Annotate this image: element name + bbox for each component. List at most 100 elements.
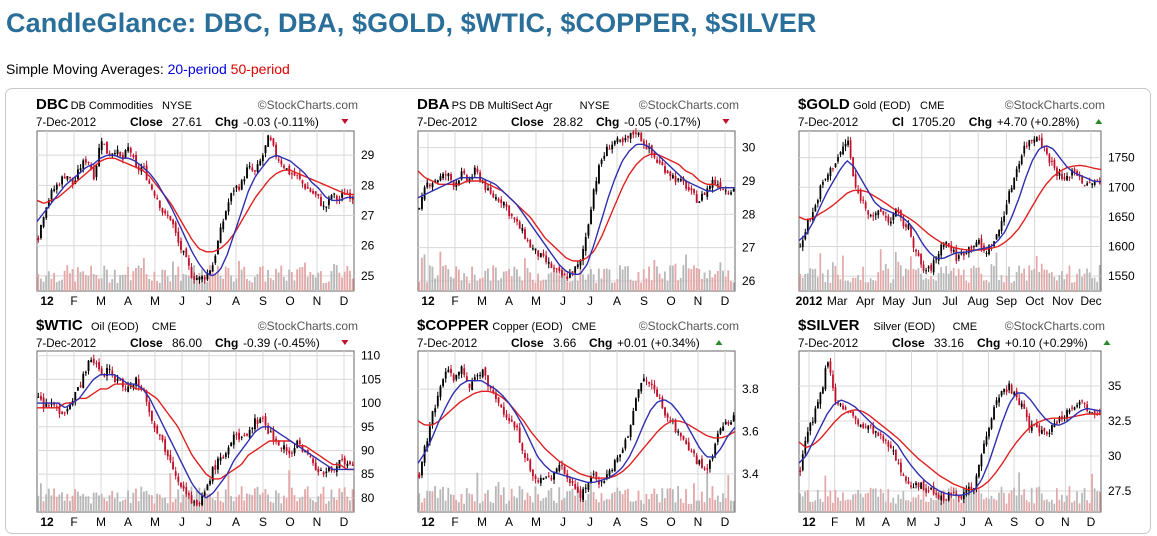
chart-volume-bar [722,270,724,291]
chart-candle-body [907,480,910,484]
chart-sma20-line [798,392,1102,496]
chart-candle-body [169,216,172,221]
chart-volume-bar [1050,272,1053,291]
chart-candle-body [275,144,277,158]
chart-candle-body [571,271,574,274]
chart-candle-body [177,476,180,483]
chart-exchange: CME [920,100,944,112]
chart-x-tick-label: J [206,515,212,529]
chart-candle-body [877,432,880,437]
chart-candle-body [463,368,466,375]
chart-volume-bar [431,266,434,291]
chart-chg-value: +4.70 (+0.28%) [997,115,1080,129]
chart-x-tick-label: M [531,294,541,308]
chart-volume-bar [69,500,71,512]
chart-volume-bar [801,277,804,291]
chart-candle-body [119,152,122,157]
chart-candle-body [847,140,849,145]
chart-candle-body [322,472,325,475]
chart-candle-body [497,397,500,403]
chart-close-value: 3.66 [553,336,577,350]
chart-volume-bar [95,492,98,512]
chart-volume-bar [319,271,322,291]
chart-volume-bar [809,268,812,291]
chart-candle-body [816,200,819,204]
chart-sma50-line [36,157,354,253]
chart-candle-body [148,402,151,413]
chart-volume-bar [351,278,354,291]
chart-volume-bar [166,276,169,291]
chart-volume-bar [988,498,990,512]
chart-volume-bar [887,268,890,291]
chart-candle-body [930,487,933,490]
chart-candle-body [671,175,674,179]
chart-candle-body [143,166,145,168]
chart-volume-bar [1088,272,1091,291]
chart-volume-bar [327,281,330,291]
chart-candle-body [418,208,421,210]
chart-candle-body [666,414,669,418]
chart-x-tick-label: N [1061,515,1070,529]
chart-volume-bar [587,274,590,291]
chart-candle-body [222,456,225,459]
chart-volume-bar [288,269,291,291]
chart-volume-bar [259,267,262,291]
chart-volume-bar [842,492,844,512]
chart-candle-body [82,160,85,169]
chart-volume-bar [950,270,953,291]
chart-candle-body [296,174,299,176]
chart-volume-bar [995,252,998,291]
chart-candle-body [439,386,442,397]
chart-volume-bar [216,265,219,291]
chart-volume-bar [142,258,145,291]
chart-volume-bar [1053,503,1056,512]
chart-candle-body [708,185,711,190]
chart-volume-bar [884,263,887,291]
chart-volume-bar [582,496,584,512]
chart-candle-body [719,182,722,189]
chart-symbol: DBA [417,96,450,113]
chart-candle-body [965,253,968,255]
chart-candle-body [45,207,48,218]
chart-candle-body [450,174,452,180]
chart-candle-body [1051,160,1053,162]
chart-volume-bar [629,501,632,512]
chart-candle-body [621,138,624,143]
chart-volume-bar [272,502,275,512]
chart-candle-body [209,480,211,485]
chart-candle-body [809,219,812,221]
chart-volume-bar [1098,491,1101,512]
chart-volume-bar [39,483,42,512]
chart-candle-body [877,210,880,216]
chart-candle-body [58,406,61,414]
chart-candle-body [995,234,998,240]
sma-legend: Simple Moving Averages: 20-period 50-per… [6,61,290,77]
chart-candle-body [1035,136,1038,142]
chart-volume-bar [693,483,695,512]
chart-candle-body [1000,221,1003,231]
chart-candle-body [935,258,938,260]
chart-candle-body [280,160,283,165]
chart-candle-body [1003,216,1005,222]
chart-volume-bar [826,269,829,291]
chart-candle-body [925,488,927,493]
chart-volume-bar [1023,268,1025,291]
chart-candle-body [547,261,550,264]
chart-candle-body [1081,400,1084,402]
chart-candle-body [518,427,521,443]
chart-candle-body [1038,138,1041,140]
chart-candle-body [116,149,119,155]
chart-candle-body [534,476,537,479]
chart-volume-bar [650,493,653,512]
chart-candle-body [320,196,322,206]
chart-candle-body [248,165,251,168]
chart-candle-body [251,167,254,171]
chart-candle-body [1073,168,1076,172]
chart-candle-body [932,485,935,494]
chart-volume-bar [821,273,824,291]
chart-volume-bar [47,271,50,291]
chart-candle-body [500,404,503,408]
chart-volume-bar [256,274,259,291]
chart-volume-bar [621,269,624,291]
chart-candle-body [240,436,243,438]
